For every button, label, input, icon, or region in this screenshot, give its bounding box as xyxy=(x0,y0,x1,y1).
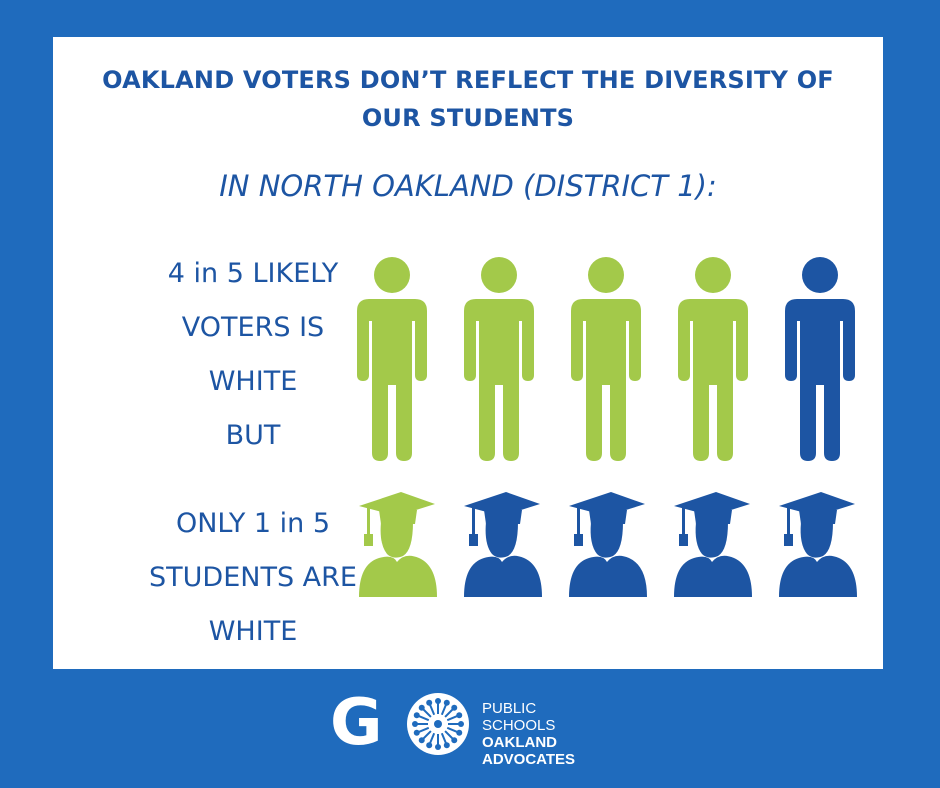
logo-burst-icon xyxy=(407,693,469,755)
logo-g-letter: G xyxy=(330,686,383,760)
students-stat-line-1: ONLY 1 in 5 xyxy=(175,508,331,539)
logo-go-mark: GO G xyxy=(330,686,383,760)
graduate-icon xyxy=(672,492,752,602)
voters-stat-line-1: 4 in 5 LIKELY xyxy=(167,258,339,289)
person-icon xyxy=(678,257,748,467)
graduate-icon xyxy=(462,492,542,602)
students-stat: ONLY 1 in 5 STUDENTS ARE WHITE xyxy=(103,497,403,659)
graduate-icon xyxy=(777,492,857,602)
graduate-icon xyxy=(357,492,437,602)
logo-text: PUBLIC SCHOOLS OAKLAND ADVOCATES xyxy=(482,700,610,768)
person-icon xyxy=(464,257,534,467)
headline-line-2: OUR STUDENTS xyxy=(361,104,575,132)
person-icon xyxy=(571,257,641,467)
district-subheading: IN NORTH OAKLAND (DISTRICT 1): xyxy=(219,169,717,203)
infographic-card: OAKLAND VOTERS DON’T REFLECT THE DIVERSI… xyxy=(53,37,883,669)
headline-line-1: OAKLAND VOTERS DON’T REFLECT THE DIVERSI… xyxy=(102,66,834,94)
students-stat-line-3: WHITE xyxy=(208,616,298,647)
logo-line-3: ADVOCATES xyxy=(482,751,576,768)
graduate-icon xyxy=(567,492,647,602)
headline: OAKLAND VOTERS DON’T REFLECT THE DIVERSI… xyxy=(53,61,883,137)
voters-stat: 4 in 5 LIKELY VOTERS IS WHITE xyxy=(103,247,403,409)
voters-stat-line-2: VOTERS IS xyxy=(181,312,325,343)
students-stat-line-2: STUDENTS ARE xyxy=(149,562,357,593)
logo-line-2: OAKLAND xyxy=(482,734,557,751)
logo-line-1: PUBLIC SCHOOLS xyxy=(482,700,556,734)
voters-stat-line-3: WHITE xyxy=(208,366,298,397)
person-icon xyxy=(785,257,855,467)
person-icon xyxy=(357,257,427,467)
connector-text: BUT xyxy=(225,420,281,451)
go-public-schools-logo: GO G PUBLIC SCHOOLS OAKLAND ADVOCATES xyxy=(330,686,610,768)
